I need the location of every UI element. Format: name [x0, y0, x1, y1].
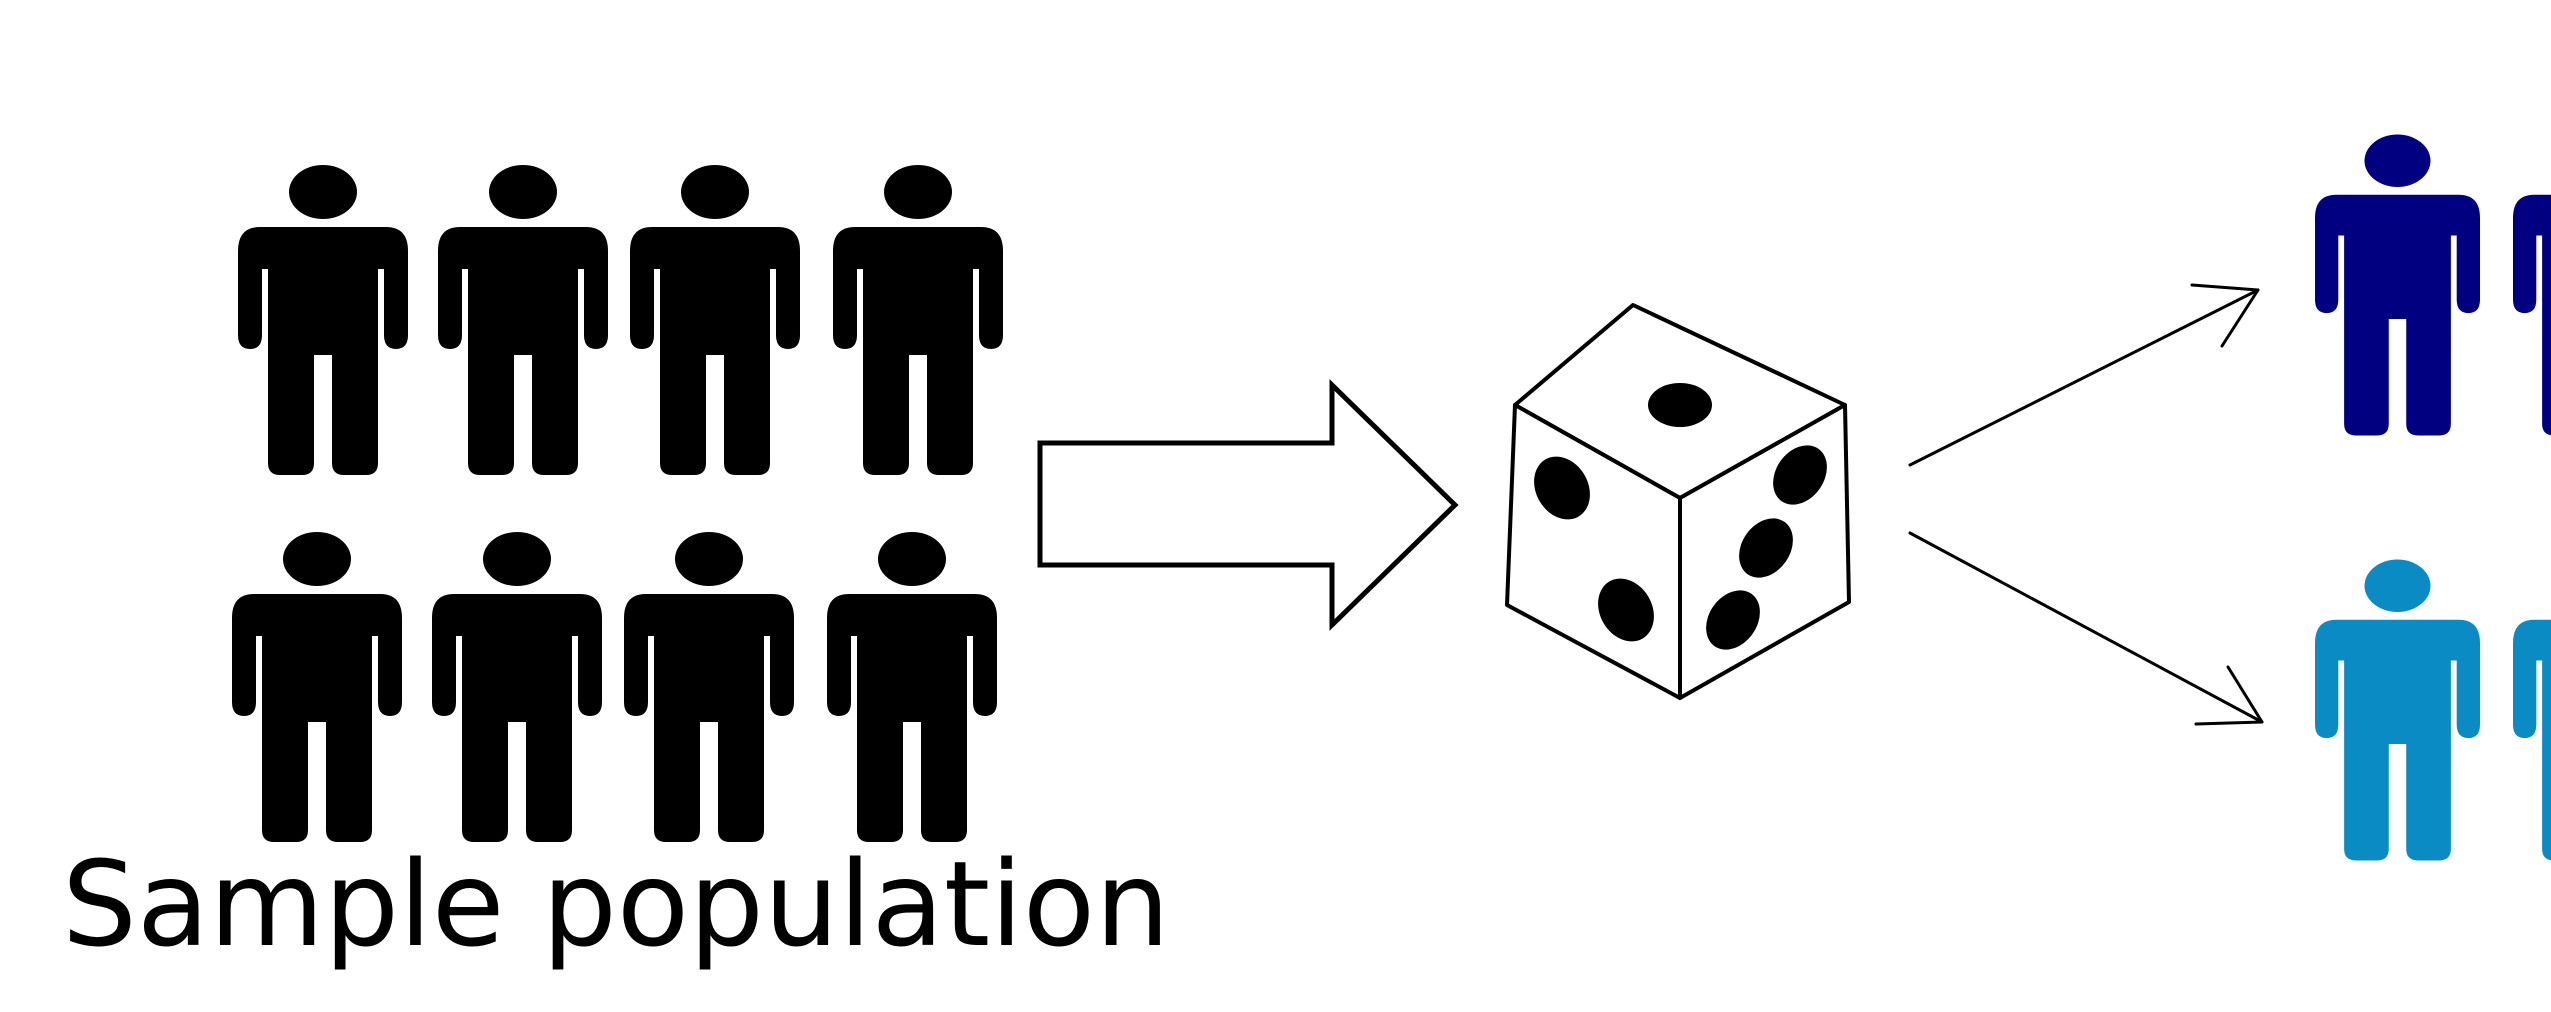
person-icon	[2513, 134, 2551, 436]
die-icon	[1505, 303, 1851, 700]
die-pip	[1534, 456, 1590, 520]
person-icon	[827, 532, 997, 842]
block-arrow-icon	[1037, 379, 1459, 631]
person-icon	[438, 165, 608, 475]
group-bottom	[2315, 559, 2551, 861]
arrow-to-group-top	[1908, 288, 2260, 467]
person-icon	[833, 165, 1003, 475]
person-icon	[624, 532, 794, 842]
person-icon	[238, 165, 408, 475]
person-icon	[2513, 559, 2551, 861]
person-icon	[630, 165, 800, 475]
die-pip	[1598, 578, 1654, 642]
person-icon	[432, 532, 602, 842]
die-pip	[1773, 445, 1827, 505]
arrow-head-top-icon	[2190, 283, 2260, 348]
treatment-groups	[2315, 134, 2551, 861]
split-arrows	[1908, 283, 2264, 726]
die-pip	[1739, 518, 1793, 578]
person-icon	[2315, 559, 2480, 861]
caption-sample-population: Sample population	[62, 835, 1170, 973]
die-pip	[1706, 590, 1760, 650]
person-icon	[232, 532, 402, 842]
sample-population	[232, 165, 1003, 842]
person-icon	[2315, 134, 2480, 436]
arrow-head-bottom-icon	[2194, 665, 2264, 726]
arrow-to-group-bottom	[1908, 531, 2264, 724]
die-pip	[1648, 383, 1712, 427]
group-top	[2315, 134, 2551, 436]
